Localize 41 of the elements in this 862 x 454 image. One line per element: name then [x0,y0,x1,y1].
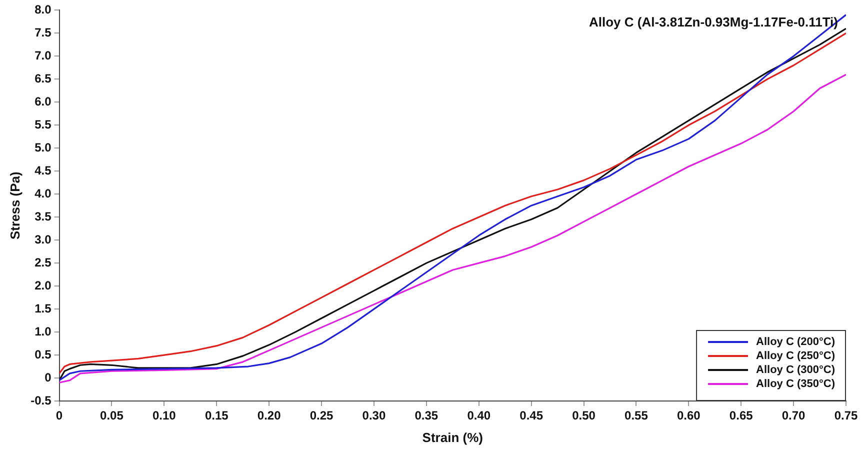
y-tick-label: 8.0 [34,2,52,17]
y-tick-label: 0.5 [34,347,52,362]
x-tick-label: 0.75 [834,408,858,423]
y-tick-label: 2.0 [34,278,52,292]
legend-label: Alloy C (200°C) [756,336,836,348]
y-tick-label: 4.5 [34,163,52,178]
x-axis-title: Strain (%) [422,430,483,445]
x-tick-label: 0.25 [310,408,334,423]
x-tick-label: 0.45 [520,408,544,423]
x-tick-label: 0.70 [782,408,806,423]
x-tick-label: 0.50 [572,408,596,423]
x-tick-label: 0.60 [676,408,701,423]
x-tick-label: 0.55 [624,408,648,423]
x-tick-label: 0.30 [362,408,386,423]
x-tick-label: 0.05 [100,408,124,423]
y-tick-label: 5.0 [34,140,52,154]
y-tick-label: 2.5 [34,255,52,270]
y-tick-label: 0 [44,370,52,384]
y-tick-label: 1.5 [34,301,52,316]
y-tick-label: 5.5 [34,117,52,132]
y-tick-label: 3.0 [34,232,52,246]
legend-label: Alloy C (350°C) [756,378,836,390]
x-tick-label: 0.20 [257,408,282,423]
x-tick-label: 0.65 [729,408,754,423]
x-tick-label: 0.10 [152,408,176,423]
legend-label: Alloy C (250°C) [756,350,836,362]
x-tick-label: 0.40 [467,408,491,423]
y-axis-title: Stress (Pa) [7,172,22,240]
y-tick-label: -0.5 [30,393,52,408]
y-tick-label: 6.5 [34,71,52,86]
legend-label: Alloy C (300°C) [756,364,836,376]
y-tick-label: 3.5 [34,209,52,224]
y-tick-label: 6.0 [34,94,52,108]
y-tick-label: 1.0 [34,324,52,338]
x-tick-label: 0.35 [414,408,438,423]
annotation: Alloy C (Al-3.81Zn-0.93Mg-1.17Fe-0.11Ti) [589,14,838,30]
y-tick-label: 7.5 [34,26,52,40]
x-tick-label: 0 [56,408,63,423]
y-tick-label: 7.0 [34,48,52,62]
y-tick-label: 4.0 [34,186,52,200]
x-tick-label: 0.15 [204,408,229,423]
